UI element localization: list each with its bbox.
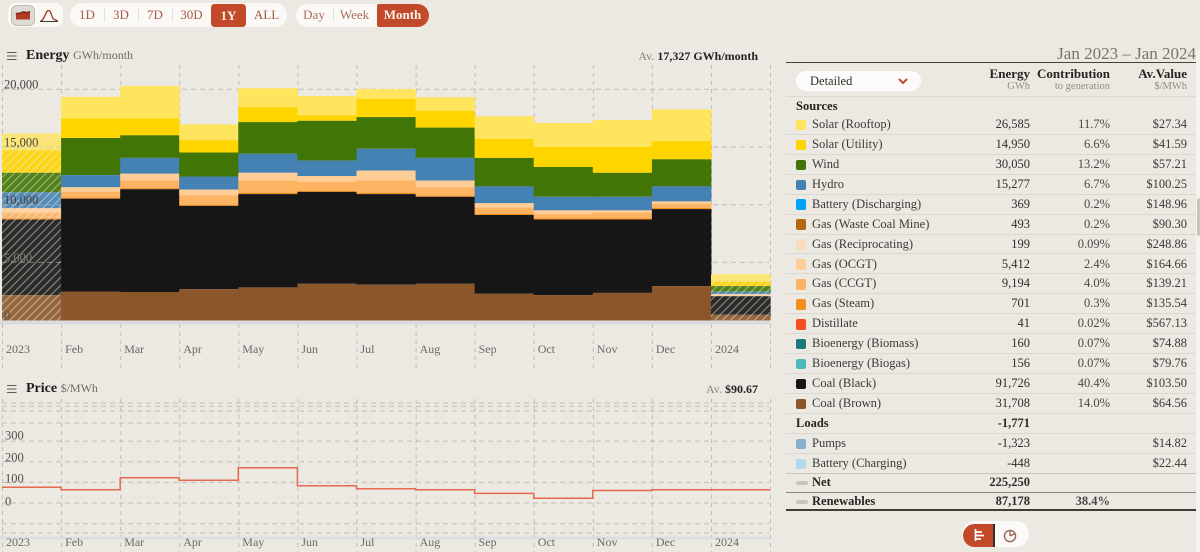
svg-text:Jun: Jun xyxy=(301,342,318,356)
svg-text:Mar: Mar xyxy=(124,342,144,356)
svg-text:10,000: 10,000 xyxy=(4,193,38,207)
svg-text:Jul: Jul xyxy=(361,535,376,549)
svg-text:0: 0 xyxy=(5,495,11,509)
svg-text:Aug: Aug xyxy=(420,342,441,356)
svg-text:Apr: Apr xyxy=(183,342,202,356)
svg-text:Dec: Dec xyxy=(656,535,675,549)
svg-text:2023: 2023 xyxy=(6,535,30,549)
svg-text:Sep: Sep xyxy=(479,342,497,356)
svg-text:May: May xyxy=(242,342,264,356)
svg-text:May: May xyxy=(242,535,264,549)
svg-text:300: 300 xyxy=(5,429,24,443)
svg-text:Jun: Jun xyxy=(301,535,318,549)
svg-text:Nov: Nov xyxy=(597,535,618,549)
svg-text:0: 0 xyxy=(4,308,10,322)
svg-text:Apr: Apr xyxy=(183,535,202,549)
svg-text:Feb: Feb xyxy=(65,342,83,356)
svg-text:Mar: Mar xyxy=(124,535,144,549)
svg-text:15,000: 15,000 xyxy=(4,135,38,149)
svg-text:Sep: Sep xyxy=(479,535,497,549)
svg-text:Dec: Dec xyxy=(656,342,675,356)
svg-text:2023: 2023 xyxy=(6,342,30,356)
svg-text:Jul: Jul xyxy=(361,342,376,356)
svg-text:20,000: 20,000 xyxy=(4,78,38,92)
svg-text:5,000: 5,000 xyxy=(4,251,32,265)
svg-text:200: 200 xyxy=(5,450,24,464)
svg-text:Aug: Aug xyxy=(420,535,441,549)
svg-text:2024: 2024 xyxy=(715,535,739,549)
svg-text:Oct: Oct xyxy=(538,535,556,549)
svg-text:Nov: Nov xyxy=(597,342,618,356)
svg-text:2024: 2024 xyxy=(715,342,739,356)
svg-text:Oct: Oct xyxy=(538,342,556,356)
svg-text:Feb: Feb xyxy=(65,535,83,549)
svg-text:100: 100 xyxy=(5,472,24,486)
